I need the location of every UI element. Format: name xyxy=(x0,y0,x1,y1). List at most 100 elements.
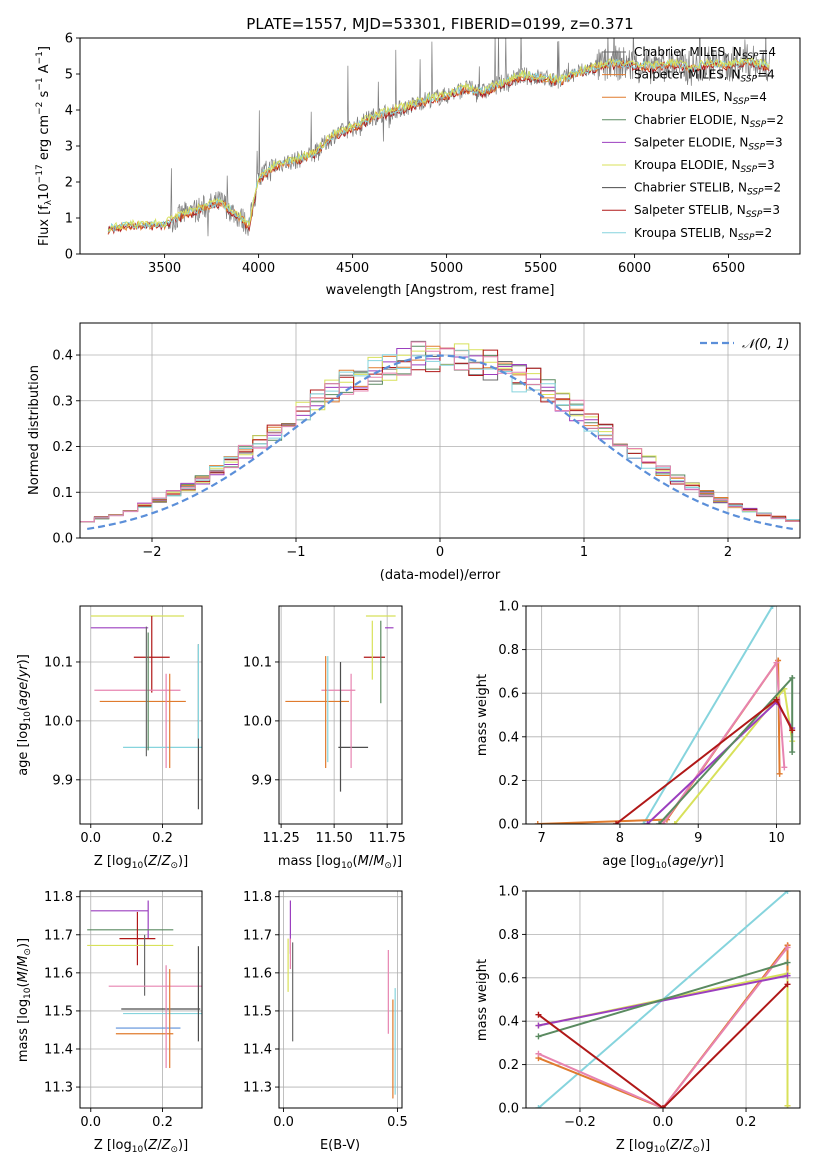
y-tick-label: 0.2 xyxy=(52,440,73,455)
y-tick-label: 11.6 xyxy=(243,966,272,981)
z-mass-border xyxy=(79,890,203,1109)
z-weight-series xyxy=(535,891,791,1108)
y-tick-label: 10.1 xyxy=(243,655,272,670)
y-tick-label: 11.5 xyxy=(243,1004,272,1019)
legend-label: Kroupa ELODIE, NSSP=3 xyxy=(634,158,775,175)
x-tick-label: 11.25 xyxy=(263,831,300,846)
spectrum-lines xyxy=(107,38,771,237)
z-age-xlabel: Z [log10(Z/Z⊙)] xyxy=(94,854,188,871)
z-mass-xlabel: Z [log10(Z/Z⊙)] xyxy=(94,1138,188,1155)
y-tick-label: 10.1 xyxy=(44,655,73,670)
legend-label: Kroupa MILES, NSSP=4 xyxy=(634,90,767,107)
weight-marker xyxy=(535,1022,542,1029)
weight-line xyxy=(673,686,794,824)
x-tick-label: 0.0 xyxy=(273,1115,294,1130)
x-tick-label: 11.75 xyxy=(369,831,406,846)
model-spectrum xyxy=(107,57,770,232)
y-tick-label: 11.7 xyxy=(44,928,73,943)
z-weight-xlabel: Z [log10(Z/Z⊙)] xyxy=(616,1138,710,1155)
y-tick-label: 11.3 xyxy=(44,1081,73,1096)
ebv-mass-points xyxy=(287,900,396,1099)
mass-age-frame: 11.25 11.50 11.75 9.9 10.0 10.1 xyxy=(243,605,406,846)
ebv-mass-xlabel: E(B-V) xyxy=(320,1138,360,1153)
histogram-series xyxy=(80,348,800,523)
x-tick-label: −1 xyxy=(286,545,305,560)
y-tick-label: 0.4 xyxy=(52,349,73,364)
spectrum-title: PLATE=1557, MJD=53301, FIBERID=0199, z=0… xyxy=(246,15,633,33)
x-tick-label: −2 xyxy=(142,545,161,560)
legend-label: Chabrier ELODIE, NSSP=2 xyxy=(634,113,784,130)
z-mass-frame: 0.0 0.2 11.3 11.4 11.5 11.6 11.7 11.8 xyxy=(44,890,203,1130)
y-tick-label: 0.2 xyxy=(498,1058,519,1073)
z-weight-ylabel: mass weight xyxy=(475,959,490,1041)
y-tick-label: 0.3 xyxy=(52,394,73,409)
gaussian-curve xyxy=(87,354,793,530)
x-tick-label: 5500 xyxy=(524,261,557,276)
z-age-points xyxy=(90,615,202,810)
weight-marker xyxy=(789,674,796,681)
z-mass-points xyxy=(87,900,202,1069)
z-mass-ylabel: mass [log10(M/M⊙)] xyxy=(16,938,33,1062)
z-age-border xyxy=(79,605,203,825)
weight-marker xyxy=(773,659,780,666)
x-tick-label: −0.2 xyxy=(564,1115,596,1130)
weight-marker xyxy=(656,821,663,824)
mass-age-points xyxy=(285,615,396,792)
weight-line xyxy=(615,698,794,824)
y-tick-label: 11.8 xyxy=(243,890,272,905)
age-weight-border xyxy=(525,605,801,825)
weight-marker xyxy=(784,959,791,966)
z-mass-axes xyxy=(80,891,202,1108)
weight-marker xyxy=(784,972,791,979)
histogram-series xyxy=(80,345,800,523)
x-tick-label: 5000 xyxy=(430,261,463,276)
legend-label: Salpeter MILES, NSSP=4 xyxy=(634,68,775,85)
y-tick-label: 0.4 xyxy=(498,730,519,745)
residuals-ylabel: Normed distribution xyxy=(27,365,42,495)
mass-age-border xyxy=(278,605,403,825)
x-tick-label: 0.0 xyxy=(80,1115,101,1130)
weight-line xyxy=(658,675,794,824)
weight-marker xyxy=(535,1105,542,1108)
y-tick-label: 5 xyxy=(65,68,73,83)
model-spectrum xyxy=(107,58,770,235)
y-tick-label: 11.4 xyxy=(243,1042,272,1057)
weight-line xyxy=(538,974,788,1027)
x-tick-label: 0.2 xyxy=(152,831,173,846)
weight-marker xyxy=(784,981,791,988)
y-tick-label: 11.4 xyxy=(44,1042,73,1057)
y-tick-label: 0.0 xyxy=(52,532,73,547)
y-tick-label: 0.0 xyxy=(498,1102,519,1117)
x-tick-label: 0.0 xyxy=(80,831,101,846)
weight-marker xyxy=(671,821,678,824)
weight-marker xyxy=(535,1033,542,1040)
y-tick-label: 10.0 xyxy=(243,714,272,729)
age-weight-xlabel: age [log10(age/yr)] xyxy=(602,854,724,871)
x-tick-label: 4500 xyxy=(336,261,369,276)
y-tick-label: 0.1 xyxy=(52,486,73,501)
y-tick-label: 0.0 xyxy=(498,818,519,833)
weight-marker xyxy=(789,749,796,756)
weight-marker xyxy=(781,764,788,771)
legend-label: Kroupa STELIB, NSSP=2 xyxy=(634,226,772,243)
weight-marker xyxy=(534,821,541,824)
y-tick-label: 11.5 xyxy=(44,1004,73,1019)
weight-marker xyxy=(535,1011,542,1018)
y-tick-label: 3 xyxy=(65,140,73,155)
z-age-frame: 0.0 0.2 9.9 10.0 10.1 xyxy=(44,605,203,846)
x-tick-label: 3500 xyxy=(148,261,181,276)
y-tick-label: 0.4 xyxy=(498,1015,519,1030)
weight-marker xyxy=(644,821,651,824)
x-tick-label: 11.50 xyxy=(316,831,353,846)
y-tick-label: 0.8 xyxy=(498,643,519,658)
y-tick-label: 0.8 xyxy=(498,928,519,943)
y-tick-label: 9.9 xyxy=(52,773,73,788)
weight-marker xyxy=(640,821,647,824)
histogram-series xyxy=(80,349,800,523)
y-tick-label: 0.6 xyxy=(498,971,519,986)
ebv-mass-axes xyxy=(279,891,402,1108)
y-tick-label: 1.0 xyxy=(498,600,519,615)
weight-line xyxy=(642,606,774,824)
y-tick-label: 11.3 xyxy=(243,1081,272,1096)
